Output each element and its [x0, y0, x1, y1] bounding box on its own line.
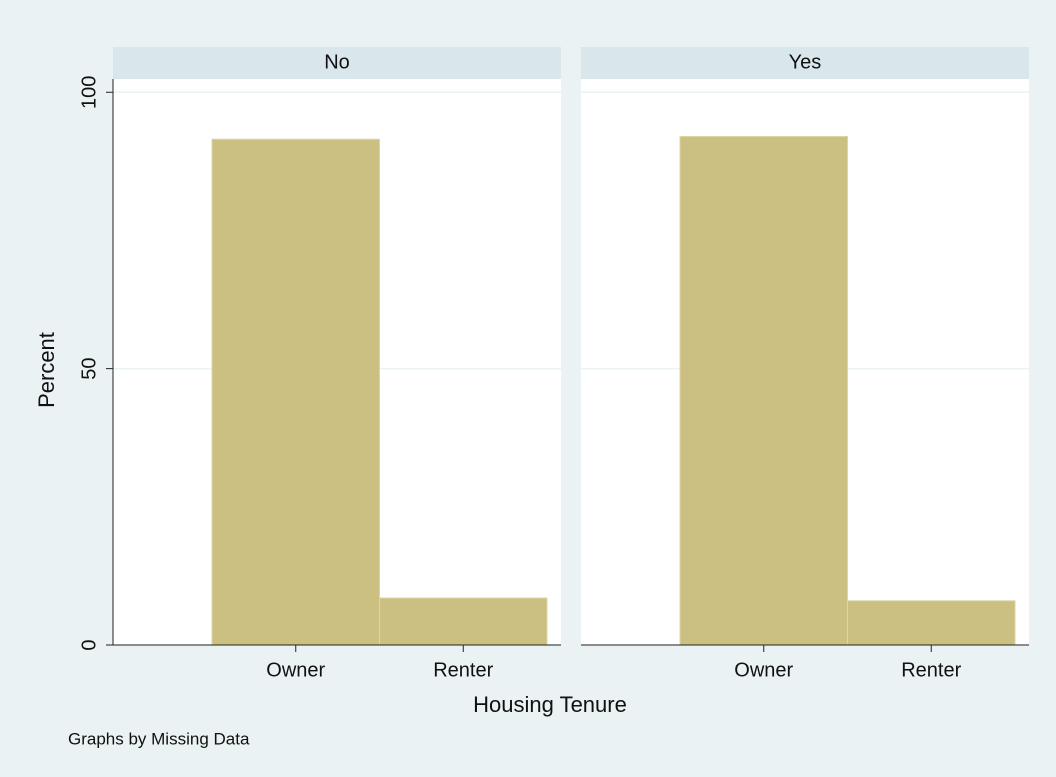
bar [379, 597, 548, 646]
x-tick-label: Owner [266, 659, 325, 681]
panel-title: No [324, 51, 350, 73]
note: Graphs by Missing Data [68, 729, 250, 748]
panel-title: Yes [789, 51, 822, 73]
y-tick-label: 100 [78, 76, 100, 109]
bar [211, 138, 380, 646]
panel-strip [113, 47, 561, 79]
x-axis-title: Housing Tenure [473, 692, 627, 717]
x-tick-label: Owner [734, 659, 793, 681]
x-tick-label: Renter [901, 659, 961, 681]
x-tick-label: Renter [433, 659, 493, 681]
y-tick-label: 50 [78, 358, 100, 380]
y-axis-title: Percent [34, 332, 59, 408]
panel-strip [581, 47, 1029, 79]
y-tick-label: 0 [78, 639, 100, 650]
bar [679, 135, 848, 646]
bar [847, 600, 1016, 646]
